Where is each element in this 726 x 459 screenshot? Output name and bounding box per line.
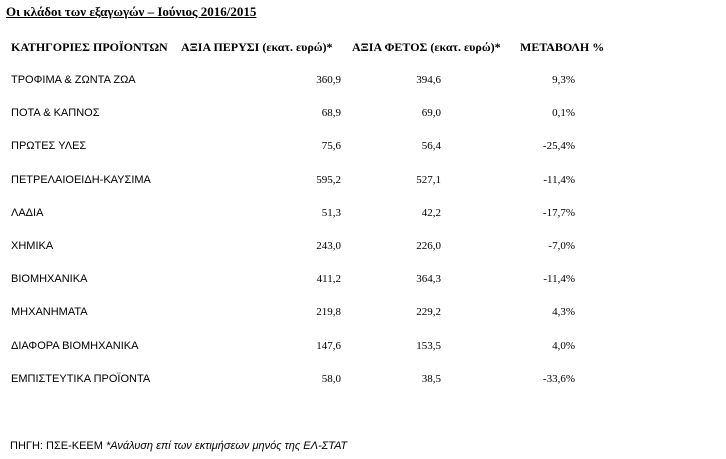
row-last-year-value: 75,6	[321, 140, 341, 152]
header-change-percent: ΜΕΤΑΒΟΛΗ %	[520, 40, 605, 54]
row-change-percent: -25,4%	[542, 140, 575, 152]
footer-source-label: ΠΗΓΗ: ΠΣΕ-ΚΕΕΜ	[10, 440, 103, 452]
row-last-year-value: 147,6	[316, 340, 341, 352]
header-last-year-value: ΑΞΙΑ ΠΕΡΥΣΙ (εκατ. ευρώ)*	[181, 40, 333, 54]
row-last-year-value: 411,2	[316, 273, 341, 285]
row-last-year-value: 58,0	[321, 373, 341, 385]
table-row: ΛΑΔΙΑ 51,3 42,2 -17,7%	[0, 207, 726, 223]
table-row: ΕΜΠΙΣΤΕΥΤΙΚΑ ΠΡΟΪΟΝΤΑ 58,0 38,5 -33,6%	[0, 373, 726, 389]
table-row: ΠΕΤΡΕΛΑΙΟΕΙΔΗ-ΚΑΥΣΙΜΑ 595,2 527,1 -11,4%	[0, 174, 726, 190]
row-change-percent: 0,1%	[552, 107, 575, 119]
row-category: ΠΟΤΑ & ΚΑΠΝΟΣ	[11, 107, 100, 119]
row-change-percent: -17,7%	[542, 207, 575, 219]
row-this-year-value: 56,4	[421, 140, 441, 152]
row-change-percent: -7,0%	[548, 240, 575, 252]
row-change-percent: -33,6%	[542, 373, 575, 385]
table-row: ΠΡΩΤΕΣ ΥΛΕΣ 75,6 56,4 -25,4%	[0, 140, 726, 156]
row-this-year-value: 394,6	[416, 74, 441, 86]
row-this-year-value: 229,2	[416, 306, 441, 318]
row-category: ΠΕΤΡΕΛΑΙΟΕΙΔΗ-ΚΑΥΣΙΜΑ	[11, 174, 151, 186]
footer-source: ΠΗΓΗ: ΠΣΕ-ΚΕΕΜ *Ανάλυση επί των εκτιμήσε…	[10, 440, 347, 452]
row-last-year-value: 219,8	[316, 306, 341, 318]
row-last-year-value: 68,9	[321, 107, 341, 119]
row-last-year-value: 360,9	[316, 74, 341, 86]
row-this-year-value: 38,5	[421, 373, 441, 385]
row-last-year-value: 51,3	[321, 207, 341, 219]
row-last-year-value: 595,2	[316, 174, 341, 186]
table-row: ΒΙΟΜΗΧΑΝΙΚΑ 411,2 364,3 -11,4%	[0, 273, 726, 289]
row-this-year-value: 364,3	[416, 273, 441, 285]
table-row: ΜΗΧΑΝΗΜΑΤΑ 219,8 229,2 4,3%	[0, 306, 726, 322]
row-this-year-value: 69,0	[421, 107, 441, 119]
row-change-percent: -11,4%	[543, 174, 575, 186]
row-this-year-value: 527,1	[416, 174, 441, 186]
row-category: ΒΙΟΜΗΧΑΝΙΚΑ	[11, 273, 88, 285]
header-category: ΚΑΤΗΓΟΡΙΕΣ ΠΡΟΪΟΝΤΩΝ	[11, 40, 168, 54]
row-change-percent: 9,3%	[552, 74, 575, 86]
row-last-year-value: 243,0	[316, 240, 341, 252]
row-category: ΠΡΩΤΕΣ ΥΛΕΣ	[11, 140, 87, 152]
page-title: Οι κλάδοι των εξαγωγών – Ιούνιος 2016/20…	[6, 4, 257, 19]
table-row: ΧΗΜΙΚΑ 243,0 226,0 -7,0%	[0, 240, 726, 256]
row-category: ΔΙΑΦΟΡΑ ΒΙΟΜΗΧΑΝΙΚΑ	[11, 340, 139, 352]
table-row: ΔΙΑΦΟΡΑ ΒΙΟΜΗΧΑΝΙΚΑ 147,6 153,5 4,0%	[0, 340, 726, 356]
row-category: ΜΗΧΑΝΗΜΑΤΑ	[11, 306, 88, 318]
row-change-percent: -11,4%	[543, 273, 575, 285]
table-row: ΤΡΟΦΙΜΑ & ΖΩΝΤΑ ΖΩΑ 360,9 394,6 9,3%	[0, 74, 726, 90]
row-this-year-value: 226,0	[416, 240, 441, 252]
footer-note: *Ανάλυση επί των εκτιμήσεων μηνός της ΕΛ…	[105, 440, 348, 452]
row-this-year-value: 42,2	[421, 207, 441, 219]
row-category: ΛΑΔΙΑ	[11, 207, 44, 219]
row-category: ΤΡΟΦΙΜΑ & ΖΩΝΤΑ ΖΩΑ	[11, 74, 136, 86]
row-change-percent: 4,0%	[552, 340, 575, 352]
row-change-percent: 4,3%	[552, 306, 575, 318]
row-category: ΧΗΜΙΚΑ	[11, 240, 54, 252]
row-this-year-value: 153,5	[416, 340, 441, 352]
header-this-year-value: ΑΞΙΑ ΦΕΤΟΣ (εκατ. ευρώ)*	[352, 40, 501, 54]
row-category: ΕΜΠΙΣΤΕΥΤΙΚΑ ΠΡΟΪΟΝΤΑ	[11, 373, 151, 385]
table-row: ΠΟΤΑ & ΚΑΠΝΟΣ 68,9 69,0 0,1%	[0, 107, 726, 123]
